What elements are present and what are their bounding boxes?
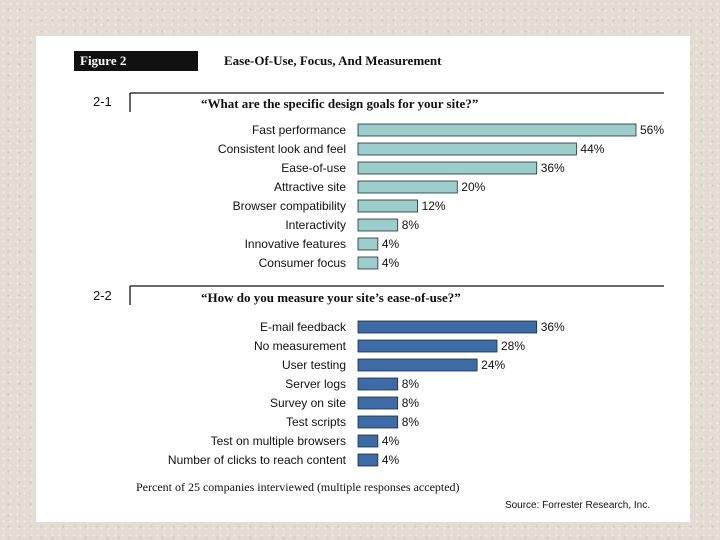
figure-label: Figure 2 bbox=[74, 51, 198, 71]
value-label: 8% bbox=[402, 396, 420, 410]
bar bbox=[357, 358, 478, 372]
category-label: Fast performance bbox=[252, 123, 346, 137]
section-question: “What are the specific design goals for … bbox=[201, 96, 478, 111]
value-label: 24% bbox=[481, 358, 505, 372]
category-label: No measurement bbox=[254, 339, 347, 353]
bar bbox=[357, 434, 379, 448]
value-label: 28% bbox=[501, 339, 525, 353]
category-label: Consistent look and feel bbox=[218, 142, 346, 156]
bar bbox=[357, 180, 458, 194]
figure-title: Ease-Of-Use, Focus, And Measurement bbox=[224, 53, 442, 68]
category-label: Ease-of-use bbox=[281, 161, 346, 175]
footnote: Percent of 25 companies interviewed (mul… bbox=[136, 480, 460, 494]
value-label: 36% bbox=[541, 320, 565, 334]
bar bbox=[357, 415, 399, 429]
value-label: 4% bbox=[382, 237, 400, 251]
category-label: Consumer focus bbox=[259, 256, 346, 270]
category-label: Test on multiple browsers bbox=[211, 434, 346, 448]
category-label: Test scripts bbox=[286, 415, 346, 429]
category-label: Server logs bbox=[285, 377, 346, 391]
value-label: 20% bbox=[461, 180, 485, 194]
bar bbox=[357, 453, 379, 467]
value-label: 4% bbox=[382, 434, 400, 448]
value-label: 4% bbox=[382, 453, 400, 467]
bar bbox=[357, 396, 399, 410]
value-label: 12% bbox=[422, 199, 446, 213]
category-label: Innovative features bbox=[245, 237, 346, 251]
bar bbox=[357, 142, 577, 156]
value-label: 8% bbox=[402, 377, 420, 391]
category-label: User testing bbox=[282, 358, 346, 372]
category-label: Number of clicks to reach content bbox=[168, 453, 347, 467]
category-label: E-mail feedback bbox=[260, 320, 347, 334]
value-label: 44% bbox=[580, 142, 604, 156]
section-question: “How do you measure your site’s ease-of-… bbox=[201, 290, 461, 305]
bar bbox=[357, 320, 538, 334]
bar bbox=[357, 123, 637, 137]
value-label: 56% bbox=[640, 123, 664, 137]
bar bbox=[357, 199, 418, 213]
category-label: Interactivity bbox=[285, 218, 346, 232]
bar bbox=[357, 377, 399, 391]
bar bbox=[357, 218, 399, 232]
value-label: 8% bbox=[402, 415, 420, 429]
source-note: Source: Forrester Research, Inc. bbox=[504, 500, 650, 511]
bar bbox=[357, 339, 498, 353]
section-id: 2-1 bbox=[93, 94, 112, 109]
value-label: 8% bbox=[402, 218, 420, 232]
category-label: Survey on site bbox=[270, 396, 346, 410]
bar bbox=[357, 161, 538, 175]
value-label: 4% bbox=[382, 256, 400, 270]
section-id: 2-2 bbox=[93, 288, 112, 303]
category-label: Attractive site bbox=[274, 180, 346, 194]
category-label: Browser compatibility bbox=[233, 199, 346, 213]
bar bbox=[357, 237, 379, 251]
value-label: 36% bbox=[541, 161, 565, 175]
bar bbox=[357, 256, 379, 270]
